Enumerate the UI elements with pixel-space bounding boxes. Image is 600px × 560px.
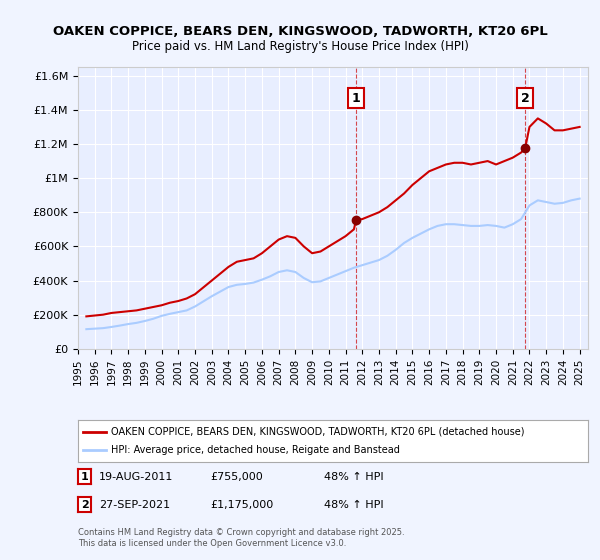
- Text: HPI: Average price, detached house, Reigate and Banstead: HPI: Average price, detached house, Reig…: [111, 445, 400, 455]
- Text: 19-AUG-2011: 19-AUG-2011: [99, 472, 173, 482]
- Text: 2: 2: [81, 500, 88, 510]
- Text: OAKEN COPPICE, BEARS DEN, KINGSWOOD, TADWORTH, KT20 6PL (detached house): OAKEN COPPICE, BEARS DEN, KINGSWOOD, TAD…: [111, 427, 524, 437]
- Text: 1: 1: [81, 472, 88, 482]
- Text: 48% ↑ HPI: 48% ↑ HPI: [324, 500, 383, 510]
- Text: £755,000: £755,000: [210, 472, 263, 482]
- Text: OAKEN COPPICE, BEARS DEN, KINGSWOOD, TADWORTH, KT20 6PL: OAKEN COPPICE, BEARS DEN, KINGSWOOD, TAD…: [53, 25, 547, 38]
- Text: 27-SEP-2021: 27-SEP-2021: [99, 500, 170, 510]
- Text: 48% ↑ HPI: 48% ↑ HPI: [324, 472, 383, 482]
- Text: Contains HM Land Registry data © Crown copyright and database right 2025.
This d: Contains HM Land Registry data © Crown c…: [78, 528, 404, 548]
- Text: 1: 1: [352, 92, 361, 105]
- Text: £1,175,000: £1,175,000: [210, 500, 273, 510]
- Text: Price paid vs. HM Land Registry's House Price Index (HPI): Price paid vs. HM Land Registry's House …: [131, 40, 469, 53]
- Text: 2: 2: [521, 92, 530, 105]
